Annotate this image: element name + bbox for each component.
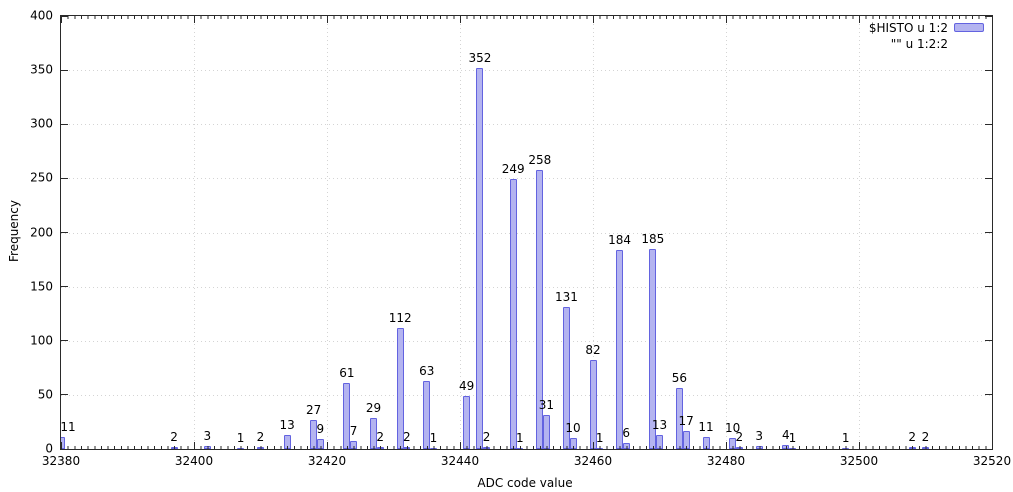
y-tick-label: 150 [30, 279, 53, 294]
gridline-horizontal [61, 70, 992, 72]
y-major-tick-left [61, 15, 68, 17]
y-major-tick-right [985, 232, 992, 233]
y-major-tick-left [61, 394, 68, 396]
x-major-tick-bottom [193, 442, 195, 449]
y-tick-label: 350 [30, 62, 53, 77]
legend-entry-labels: "" u 1:2:2 [869, 36, 984, 51]
x-major-tick-bottom [991, 442, 993, 449]
y-major-tick-right [985, 394, 992, 396]
y-major-tick-right [985, 15, 992, 17]
gridline-horizontal [61, 394, 992, 396]
y-tick-label: 400 [30, 8, 53, 23]
x-tick-label: 32480 [706, 454, 746, 468]
y-major-tick-left [61, 177, 68, 179]
gridline-horizontal [61, 286, 992, 288]
y-major-tick-right [985, 448, 992, 450]
x-major-tick-top [858, 16, 860, 23]
x-tick-label: 32380 [41, 454, 81, 468]
y-major-tick-right [985, 177, 992, 179]
tick-layer [60, 15, 993, 450]
x-major-tick-top [60, 16, 62, 23]
y-tick-label: 300 [30, 116, 53, 131]
x-major-tick-top [991, 16, 993, 23]
x-major-tick-top [193, 16, 195, 23]
x-tick-label: 32500 [839, 454, 879, 468]
x-major-tick-top [725, 16, 727, 23]
grid-layer [61, 16, 992, 449]
y-major-tick-right [985, 340, 992, 342]
x-tick-label: 32420 [307, 454, 347, 468]
y-tick-label: 250 [30, 170, 53, 185]
x-major-tick-top [459, 16, 461, 23]
x-tick-label: 32460 [573, 454, 613, 468]
x-tick-label: 32400 [174, 454, 214, 468]
y-major-tick-left [61, 286, 68, 288]
gridline-horizontal [61, 178, 992, 180]
y-major-tick-right [985, 286, 992, 288]
y-tick-label: 50 [37, 387, 53, 402]
x-major-tick-bottom [459, 442, 461, 449]
y-major-tick-right [985, 69, 992, 71]
y-major-tick-left [61, 69, 68, 71]
x-tick-labels: 32380 32400 32420 32440 32460 32480 32500 32520 [42, 454, 1011, 469]
legend-entry-histo: $HISTO u 1:2 [869, 20, 984, 35]
x-tick-label: 32520 [972, 454, 1012, 468]
x-major-tick-bottom [592, 442, 594, 449]
y-tick-label: 200 [30, 225, 53, 239]
y-tick-label: 100 [30, 333, 53, 348]
gridline-horizontal [61, 232, 992, 234]
x-major-tick-top [592, 16, 594, 23]
legend-label-labels: "" u 1:2:2 [890, 36, 948, 51]
x-major-tick-bottom [725, 442, 727, 449]
gridline-horizontal [61, 124, 992, 126]
y-major-tick-left [61, 448, 68, 450]
x-minor-ticks-top [61, 16, 992, 19]
legend: $HISTO u 1:2 "" u 1:2:2 [869, 20, 984, 51]
y-major-tick-left [61, 340, 68, 342]
y-major-tick-right [985, 123, 992, 125]
legend-swatch-histo [954, 23, 984, 32]
x-major-tick-bottom [60, 442, 62, 449]
y-tick-labels: 0 50 100 150 200 250 300 350 400 [11, 9, 53, 455]
plot-area: 11 2 3 1 2 13 27 9 61 7 29 2 112 2 63 1 49 352 2 249 1 258 31 1… [30, 9, 1011, 468]
x-tick-label: 32440 [440, 454, 480, 468]
legend-label-histo: $HISTO u 1:2 [868, 20, 948, 35]
x-axis-title: ADC code value [477, 476, 573, 490]
x-major-tick-top [326, 16, 328, 23]
gridline-horizontal [61, 340, 992, 342]
y-tick-label: 0 [45, 441, 53, 456]
y-major-tick-left [61, 123, 68, 125]
x-minor-ticks-bottom [61, 446, 992, 449]
x-major-tick-bottom [858, 442, 860, 449]
x-major-tick-bottom [326, 442, 328, 449]
y-major-tick-left [61, 232, 68, 233]
